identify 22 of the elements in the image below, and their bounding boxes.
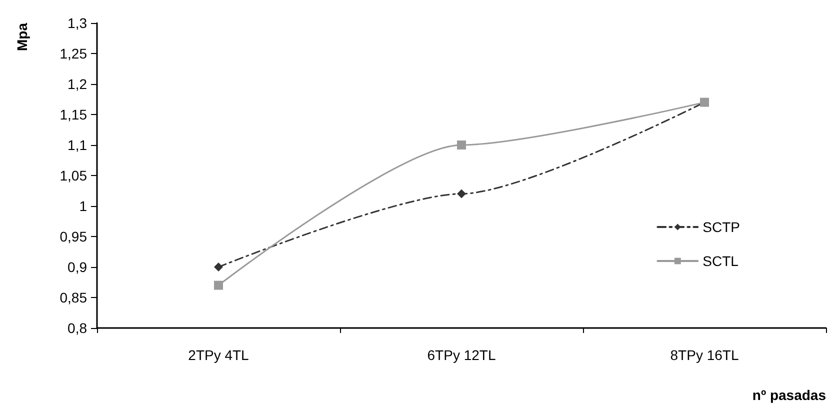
legend-label: SCTL [702,253,739,269]
y-tick-label: 1,2 [68,76,88,92]
x-axis-title: nº pasadas [752,387,826,403]
y-tick-label: 1,3 [68,15,88,31]
point [214,280,223,290]
legend-label: SCTP [702,219,740,235]
y-tick-label: 1,1 [68,137,88,153]
x-tick-label: 8TPy 16TL [670,347,739,363]
y-tick-label: 0,8 [68,320,88,336]
y-tick-label: 0,85 [60,290,88,306]
y-tick-label: 0,95 [60,228,88,244]
y-tick-label: 1,15 [60,106,88,122]
point [214,262,223,272]
y-tick-label: 1,25 [60,46,88,62]
y-tick-label: 1,05 [60,168,88,184]
point [457,189,466,198]
x-tick-label: 2TPy 4TL [188,347,250,363]
x-tick-label: 6TPy 12TL [427,347,496,363]
y-tick-label: 0,9 [68,259,88,275]
point [457,140,466,150]
y-axis-title: Mpa [14,22,30,51]
y-tick-label: 1 [79,198,88,214]
